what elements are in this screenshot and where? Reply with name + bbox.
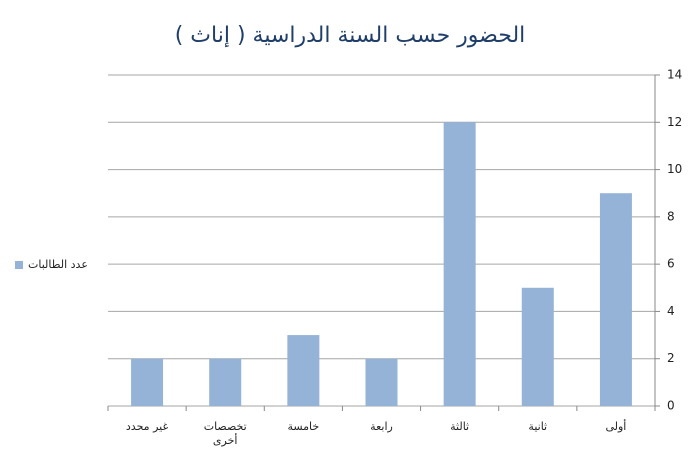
bar [365, 358, 398, 406]
legend-swatch [15, 261, 23, 269]
y-tick-label: 14 [667, 68, 682, 82]
bar [131, 358, 164, 406]
x-tick-label: ثانية [528, 420, 548, 433]
y-tick-label: 10 [667, 162, 682, 176]
y-tick-label: 4 [667, 304, 675, 318]
bar [209, 358, 242, 406]
bar [287, 335, 320, 406]
chart-title: الحضور حسب السنة الدراسية ( إناث ) [175, 23, 526, 48]
x-tick-label: ثالثة [450, 420, 470, 433]
y-tick-label: 0 [667, 399, 675, 413]
y-tick-label: 8 [667, 209, 675, 223]
y-tick-label: 12 [667, 115, 682, 129]
bar [599, 193, 632, 406]
legend-label: عدد الطالبات [28, 258, 88, 271]
x-tick-label: أولى [605, 420, 627, 433]
bar [521, 287, 554, 406]
x-tick-label: رابعة [370, 420, 393, 433]
x-tick-label: تخصصات أخرى [203, 420, 247, 447]
y-tick-label: 2 [667, 351, 675, 365]
x-tick-label: غير محدد [125, 420, 169, 433]
y-tick-label: 6 [667, 257, 675, 271]
x-tick-label: خامسة [287, 420, 320, 433]
bar [443, 122, 476, 407]
